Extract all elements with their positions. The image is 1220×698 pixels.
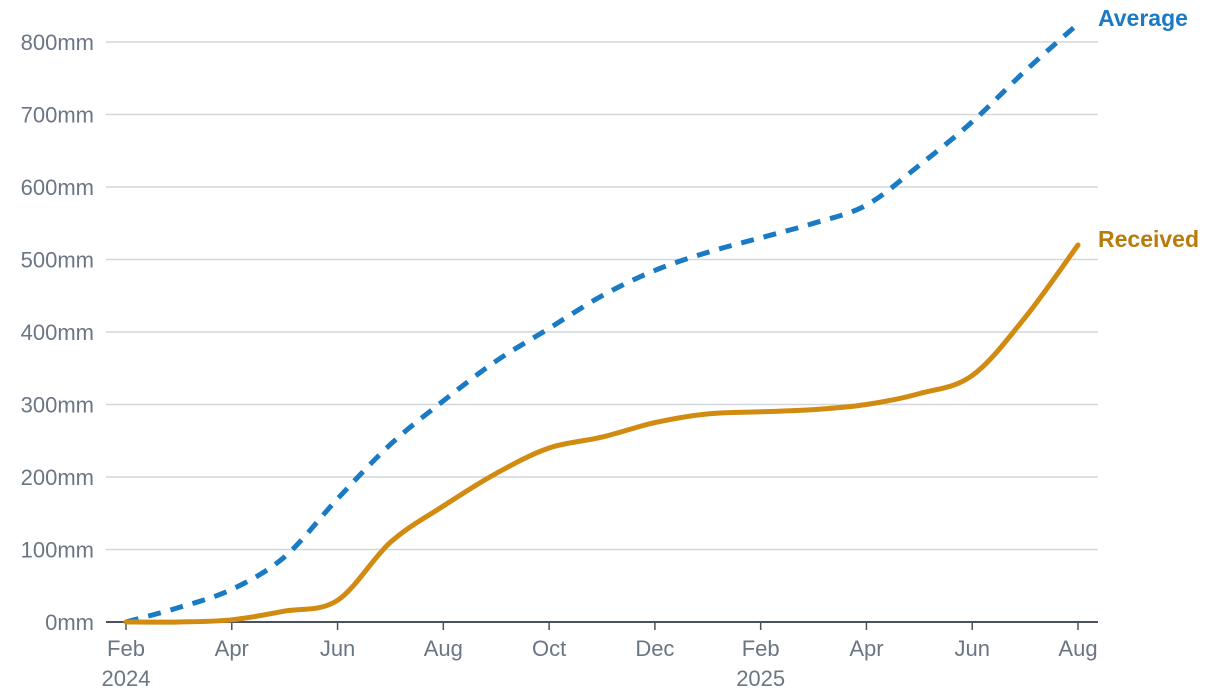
y-axis: 0mm 100mm 200mm 300mm 400mm 500mm 600mm 700mm 80… (21, 30, 94, 635)
grid-lines (106, 41, 1098, 551)
series-line-received (123, 242, 1081, 625)
x-tick-year-label: 2025 (736, 666, 785, 691)
y-tick-label: 300mm (21, 393, 94, 418)
y-tick-label: 0mm (45, 610, 94, 635)
y-tick-label: 100mm (21, 538, 94, 563)
y-tick-label: 500mm (21, 248, 94, 273)
x-tick-label: Aug (1058, 636, 1097, 661)
x-tick-label: Jun (954, 636, 989, 661)
series-label-received: Received (1098, 226, 1199, 252)
y-tick-label: 700mm (21, 103, 94, 128)
x-tick-label: Apr (849, 636, 883, 661)
x-tick-label: Jun (320, 636, 355, 661)
y-tick-label: 400mm (21, 320, 94, 345)
x-tick-year-label: 2024 (102, 666, 151, 691)
series-line-average (125, 22, 1080, 625)
x-tick-label: Oct (532, 636, 566, 661)
series-label-average: Average (1098, 5, 1188, 31)
y-tick-label: 600mm (21, 175, 94, 200)
series-labels: Average Received (1098, 5, 1199, 252)
y-tick-label: 200mm (21, 465, 94, 490)
y-tick-label: 800mm (21, 30, 94, 55)
x-tick-label: Apr (215, 636, 249, 661)
x-tick-label: Aug (424, 636, 463, 661)
x-tick-label: Dec (635, 636, 674, 661)
x-axis: Feb 2024 Apr Jun Aug Oct Dec Feb 2025 Apr Jun Aug (102, 621, 1098, 691)
series-group (123, 22, 1081, 625)
x-tick-label: Feb (742, 636, 780, 661)
x-tick-label: Feb (107, 636, 145, 661)
